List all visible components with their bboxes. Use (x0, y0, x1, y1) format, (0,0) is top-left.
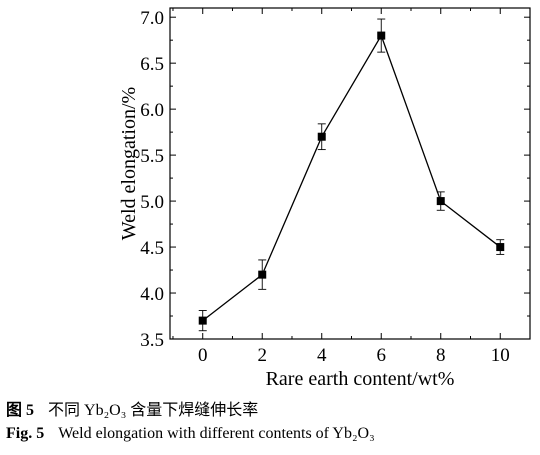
y-tick-label: 7.0 (140, 8, 164, 29)
y-tick-label: 4.0 (140, 284, 164, 305)
plot-frame (169, 7, 531, 340)
data-point-marker (317, 132, 326, 141)
caption-zh-text: 不同 Yb₂O₃ 含量下焊缝伸长率 (48, 402, 259, 419)
y-tick-label: 5.5 (140, 146, 164, 167)
weld-elongation-chart: 0 2 4 6 8 10 3.5 4.0 4.5 5.0 5.5 6.0 6.5 7.0 Rare ear… (118, 7, 531, 390)
x-tick-label: 0 (198, 345, 208, 366)
data-point-marker (496, 243, 505, 252)
series-group (202, 34, 501, 322)
chart-axes (169, 7, 531, 340)
y-tick-label: 6.5 (140, 54, 164, 75)
series-line (202, 34, 501, 322)
y-tick-label: 3.5 (140, 330, 164, 351)
y-axis-title: Weld elongation/% (118, 87, 140, 240)
x-tick-label: 6 (376, 345, 386, 366)
data-point-marker (436, 197, 445, 206)
x-tick-label: 2 (257, 345, 267, 366)
x-tick-label: 10 (491, 345, 510, 366)
x-axis-title: Rare earth content/wt% (266, 368, 455, 390)
figure-caption-zh: 图 5 不同 Yb₂O₃ 含量下焊缝伸长率 (6, 396, 258, 420)
y-tick-label: 5.0 (140, 192, 164, 213)
chart-ticks: 0 2 4 6 8 10 3.5 4.0 4.5 5.0 5.5 6.0 6.5 7.0 (140, 8, 531, 366)
caption-zh-number: 图 5 (6, 402, 35, 419)
y-tick-label: 4.5 (140, 238, 164, 259)
caption-en-text: Weld elongation with different contents … (58, 425, 375, 442)
data-point-marker (377, 31, 386, 40)
data-point-marker (258, 270, 267, 279)
figure-caption-en: Fig. 5 Weld elongation with different con… (6, 425, 375, 443)
markers-group (198, 31, 505, 325)
error-bars (198, 18, 505, 332)
y-tick-label: 6.0 (140, 100, 164, 121)
caption-en-number: Fig. 5 (6, 425, 45, 442)
x-tick-label: 8 (436, 345, 446, 366)
x-tick-label: 4 (317, 345, 327, 366)
data-point-marker (198, 316, 207, 325)
